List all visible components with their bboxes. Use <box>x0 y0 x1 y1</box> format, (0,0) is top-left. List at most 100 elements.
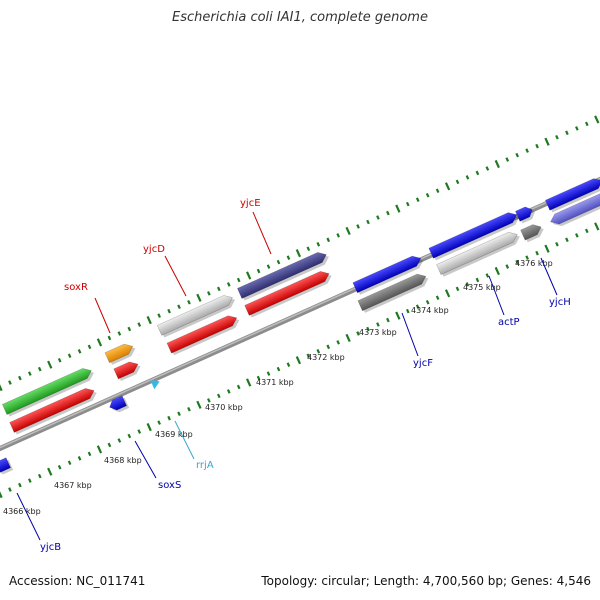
accession-text: Accession: NC_011741 <box>9 574 146 588</box>
outer-tick <box>216 286 221 292</box>
outer-tick <box>67 353 72 359</box>
label-leaders <box>16 211 558 541</box>
outer-tick <box>336 233 340 238</box>
inner-tick <box>117 438 122 443</box>
outer-tick <box>356 224 360 229</box>
inner-tick <box>77 456 82 461</box>
outer-tick <box>475 170 480 176</box>
outer-tick <box>157 313 161 318</box>
inner-tick <box>226 389 231 394</box>
feature-gray-small <box>520 224 544 243</box>
inner-tick <box>246 378 252 387</box>
outer-tick <box>565 130 569 136</box>
outer-tick <box>8 380 12 385</box>
inner-tick <box>167 415 171 421</box>
inner-tick <box>87 451 92 457</box>
inner-tick <box>96 445 103 454</box>
gene-label-soxS: soxS <box>158 480 181 491</box>
inner-tick <box>28 478 32 483</box>
inner-tick <box>127 433 132 439</box>
scale-label: 4366 kbp <box>3 507 41 516</box>
feature-soxR <box>104 343 136 365</box>
inner-tick <box>345 333 351 343</box>
outer-tick <box>326 237 331 243</box>
outer-tick <box>415 197 420 202</box>
outer-tick <box>226 282 231 287</box>
gene-label-yjcD: yjcD <box>143 244 165 255</box>
outer-tick <box>37 366 42 372</box>
feature-yjcD-gray <box>156 295 236 338</box>
genome-title: Escherichia coli IAI1, complete genome <box>172 10 428 25</box>
leader-yjcH <box>540 257 558 296</box>
inner-tick <box>336 340 340 345</box>
gene-label-soxR: soxR <box>64 282 88 293</box>
inner-tick <box>266 371 271 376</box>
inner-tick <box>276 366 281 372</box>
leader-yjcD <box>164 255 187 297</box>
inner-tick <box>67 460 72 466</box>
feature-red-3 <box>166 315 240 356</box>
scale-labels: 4366 kbp 4367 kbp 4368 kbp 4369 kbp 4370 kbp… <box>3 259 553 516</box>
outer-tick <box>435 188 440 194</box>
leader-actP <box>488 275 505 316</box>
outer-tick <box>366 219 370 225</box>
gene-label-yjcB: yjcB <box>40 542 61 553</box>
inner-tick <box>187 406 191 412</box>
scale-label: 4372 kbp <box>307 353 345 362</box>
outer-tick <box>276 259 281 265</box>
inner-tick <box>216 393 221 399</box>
leader-rrjA <box>174 420 195 460</box>
scale-label: 4368 kbp <box>104 456 142 465</box>
outer-tick-track <box>0 115 600 392</box>
inner-tick <box>207 398 211 403</box>
gene-labels: soxR yjcD yjcE yjcB soxS rrjA yjcF actP yjcH <box>40 198 571 553</box>
outer-tick <box>535 143 539 149</box>
outer-tick <box>505 157 510 162</box>
inner-tick <box>594 222 600 231</box>
inner-tick <box>575 233 579 238</box>
feature-red-4 <box>244 271 332 318</box>
outer-tick <box>555 134 559 140</box>
leader-yjcE <box>252 211 272 255</box>
inner-tick <box>316 349 321 354</box>
feature-yjcH <box>550 192 600 227</box>
outer-tick <box>295 249 302 258</box>
outer-tick <box>286 255 291 260</box>
outer-tick <box>177 304 181 310</box>
leader-soxR <box>94 297 111 334</box>
inner-tick <box>544 244 550 253</box>
outer-tick <box>594 115 600 124</box>
outer-tick <box>246 271 252 280</box>
leader-soxS <box>134 440 157 479</box>
outer-tick <box>137 322 142 327</box>
feature-blue-2 <box>428 212 520 261</box>
inner-tick <box>256 375 261 381</box>
outer-tick <box>345 226 351 236</box>
inner-tick <box>356 331 360 336</box>
inner-tick <box>196 400 202 409</box>
feature-blue-3 <box>515 206 535 224</box>
inner-tick <box>306 353 311 359</box>
inner-tick <box>386 317 390 323</box>
inner-tick <box>177 411 181 417</box>
feature-actP <box>436 231 520 277</box>
inner-tick <box>444 289 451 298</box>
outer-tick <box>386 210 390 216</box>
outer-tick <box>266 264 271 269</box>
outer-tick <box>146 316 152 325</box>
outer-tick <box>425 192 430 198</box>
inner-tick <box>8 487 12 492</box>
inner-tick <box>157 420 161 425</box>
inner-tick <box>326 344 331 350</box>
feature-rrjA <box>150 380 160 390</box>
outer-tick <box>455 179 460 185</box>
feature-red-1 <box>9 388 97 435</box>
inner-tick-track <box>0 222 600 499</box>
outer-tick <box>306 246 311 252</box>
scale-label: 4374 kbp <box>411 306 449 315</box>
leader-yjcF <box>401 312 419 357</box>
feature-green <box>2 368 94 417</box>
inner-tick <box>236 384 241 390</box>
outer-tick <box>107 335 112 341</box>
